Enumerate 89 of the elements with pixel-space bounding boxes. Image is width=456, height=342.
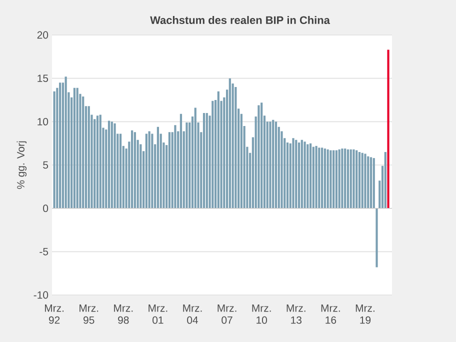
x-tick-label: Mrz. 04 — [183, 304, 202, 324]
y-tick-label: 20 — [37, 31, 48, 39]
bar — [174, 125, 176, 208]
bar — [350, 149, 352, 208]
bar — [376, 208, 378, 268]
bar — [53, 91, 56, 208]
bar — [367, 156, 370, 208]
bar — [269, 122, 272, 208]
bar — [344, 148, 346, 208]
bar — [258, 105, 260, 208]
bar — [186, 122, 188, 208]
bar — [76, 88, 78, 208]
bar — [318, 148, 320, 208]
chart-title: Wachstum des realen BIP in China — [150, 16, 330, 24]
bar — [96, 116, 99, 208]
x-tick-label: Mrz. 92 — [45, 304, 64, 324]
bar — [217, 91, 220, 208]
x-tick-label: Mrz. 10 — [252, 304, 271, 324]
bar — [372, 158, 375, 208]
bar — [130, 130, 134, 208]
bar — [134, 132, 136, 208]
x-tick-label: Mrz. 01 — [148, 304, 168, 324]
bar — [88, 106, 90, 208]
x-tick-label: Mrz. 19 — [356, 304, 374, 324]
bar — [59, 82, 62, 208]
x-tick-label: Mrz. 95 — [80, 304, 98, 324]
bar — [110, 122, 113, 208]
bar — [341, 148, 344, 208]
bar — [280, 131, 283, 208]
bar — [272, 120, 274, 208]
x-tick-label: Mrz. 16 — [321, 304, 340, 324]
bar — [300, 140, 303, 208]
bar — [73, 88, 76, 208]
bar — [338, 149, 340, 208]
bar — [352, 149, 355, 208]
bar — [82, 96, 84, 208]
bar — [108, 120, 110, 208]
bar — [64, 76, 67, 208]
x-tick-label: Mrz. 13 — [286, 304, 306, 324]
x-tick-label: Mrz. 98 — [114, 304, 133, 324]
bar — [364, 154, 366, 208]
bar — [312, 146, 314, 208]
y-tick-label: 0 — [43, 204, 48, 212]
bar — [274, 122, 278, 208]
bar — [346, 149, 350, 208]
bar — [194, 108, 196, 208]
bar — [330, 150, 332, 208]
bar — [384, 152, 386, 208]
y-tick-label: -5 — [40, 248, 48, 256]
bar — [212, 100, 214, 208]
bar — [114, 123, 116, 208]
bar — [148, 131, 150, 208]
bar — [361, 152, 364, 208]
bar — [228, 78, 231, 208]
bar — [260, 102, 263, 208]
bar — [140, 144, 142, 208]
bar — [206, 113, 208, 208]
y-tick-label: -10 — [34, 291, 48, 299]
bar — [180, 114, 182, 208]
bar — [99, 114, 102, 208]
bar — [286, 142, 289, 208]
bar — [156, 126, 159, 208]
bar — [119, 134, 122, 208]
bar — [145, 134, 148, 208]
bar — [304, 142, 306, 208]
bar — [321, 148, 324, 208]
bar — [168, 132, 171, 208]
bar — [332, 150, 335, 208]
bar — [326, 149, 329, 208]
bar — [298, 142, 300, 208]
x-tick-label: Mrz. 07 — [218, 304, 236, 324]
bar — [151, 134, 154, 208]
bar — [387, 50, 390, 208]
bar — [234, 87, 237, 208]
bar — [335, 150, 338, 208]
bar — [370, 157, 372, 208]
bar — [292, 138, 294, 208]
y-tick-label: 5 — [43, 161, 48, 169]
bar — [324, 148, 326, 208]
bar — [356, 150, 358, 208]
bar — [202, 113, 206, 208]
y-tick-label: 15 — [38, 74, 48, 82]
y-tick-label: 10 — [38, 118, 48, 126]
bar — [358, 152, 361, 208]
bar — [315, 146, 318, 208]
bar — [309, 143, 312, 208]
bar — [295, 140, 298, 208]
bar — [306, 144, 309, 208]
y-axis-title: % gg. Vorj — [16, 141, 27, 189]
